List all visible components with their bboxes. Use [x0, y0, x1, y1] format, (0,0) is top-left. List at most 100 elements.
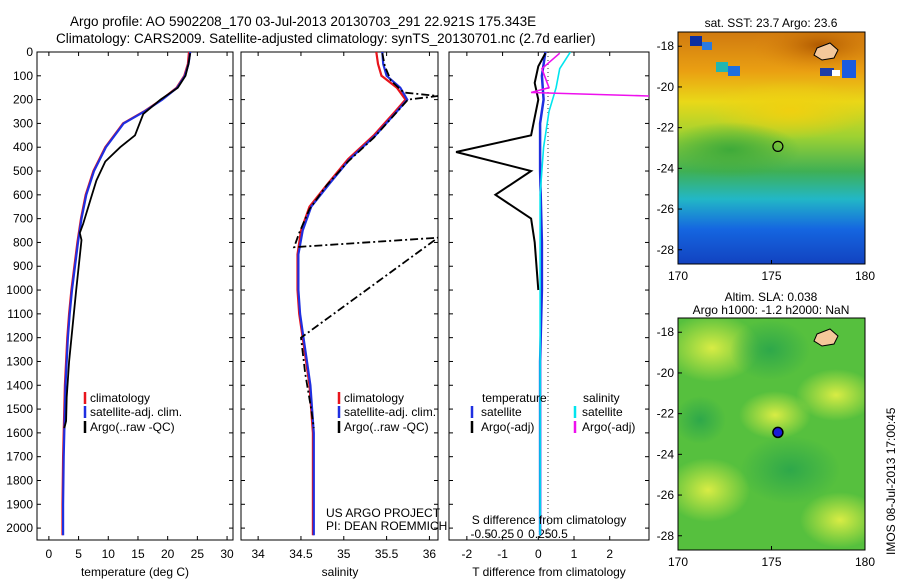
depth-tick-label: 900 — [13, 259, 33, 273]
land-white-patch — [832, 70, 840, 76]
sla-low-patch — [730, 320, 810, 380]
temperature-legend: climatology satellite-adj. clim. Argo(..… — [83, 391, 182, 434]
temperature-x-ticks: 0 5 10 15 20 25 30 — [46, 52, 234, 561]
sst-blue-patch — [820, 68, 834, 76]
sla-map-ticks: 170 175 180 -18 -20 -22 -24 -26 -28 — [657, 325, 876, 569]
legend-satellite-adj: satellite-adj. clim. — [90, 405, 182, 419]
salinity-x-ticks: 34 34.5 35 35.5 36 — [251, 52, 436, 561]
legend-satellite-adj: satellite-adj. clim. — [344, 405, 436, 419]
temperature-plot — [61, 52, 192, 536]
legend-title-temperature: temperature — [482, 391, 547, 405]
legend-climatology: climatology — [90, 391, 150, 405]
map-y-tick-label: -26 — [657, 202, 675, 216]
depth-tick-label: 500 — [13, 164, 33, 178]
sst-warm-patch — [750, 32, 865, 73]
depth-tick-label: 1300 — [6, 354, 33, 368]
depth-tick-label: 1100 — [7, 307, 33, 321]
map-y-tick-label: -24 — [657, 161, 675, 175]
x-tick-label: 34.5 — [289, 547, 313, 561]
x-tick-label: 20 — [161, 547, 175, 561]
depth-tick-label: 1900 — [6, 497, 33, 511]
salinity-satellite-line — [297, 52, 409, 536]
temperature-xlabel: temperature (deg C) — [81, 565, 189, 579]
s-diff-tick-label: -0.5 — [471, 527, 492, 541]
temperature-argo-line — [63, 53, 192, 429]
depth-tick-label: 100 — [13, 69, 33, 83]
depth-tick-label: 1700 — [6, 450, 33, 464]
title-line-1: Argo profile: AO 5902208_170 03-Jul-2013… — [70, 14, 536, 29]
x-tick-label: 35.5 — [375, 547, 399, 561]
sla-high-patch — [796, 369, 865, 421]
x-tick-label: 0 — [535, 547, 542, 561]
difference-panel-frame — [448, 51, 650, 541]
depth-tick-label: 300 — [13, 116, 33, 130]
depth-tick-label: 0 — [26, 45, 33, 59]
x-tick-label: 35 — [337, 547, 351, 561]
x-tick-label: 2 — [606, 547, 613, 561]
depth-tick-label: 1600 — [6, 426, 33, 440]
t-diff-xlabel: T difference from climatology — [472, 565, 626, 579]
sla-high-patch — [800, 492, 865, 548]
map-y-tick-label: -28 — [657, 243, 675, 257]
sla-low-patch — [740, 436, 840, 504]
sst-map-ticks: 170 175 180 -18 -20 -22 -24 -26 -28 — [657, 39, 876, 283]
x-tick-label: 25 — [191, 547, 205, 561]
sst-blue-patch — [842, 60, 856, 78]
map-x-tick-label: 180 — [855, 555, 875, 569]
x-tick-label: 15 — [131, 547, 145, 561]
temperature-climatology-line — [61, 52, 191, 536]
s-diff-xlabel: S difference from climatology — [472, 513, 627, 527]
legend-salinity-satellite: satellite — [582, 405, 623, 419]
sla-high-patch — [739, 391, 811, 439]
sst-map-title: sat. SST: 23.7 Argo: 23.6 — [705, 16, 838, 30]
sla-map — [678, 318, 865, 550]
depth-tick-label: 1500 — [6, 402, 33, 416]
depth-tick-label: 1400 — [6, 378, 33, 392]
map-x-tick-label: 170 — [668, 269, 688, 283]
s-diff-tick-label: -0.25 — [487, 527, 515, 541]
salinity-panel-frame — [240, 51, 439, 541]
map-x-tick-label: 175 — [761, 269, 781, 283]
timestamp: IMOS 08-Jul-2013 17:00:45 — [884, 407, 898, 555]
title-line-2: Climatology: CARS2009. Satellite-adjuste… — [56, 31, 596, 46]
x-tick-label: 1 — [571, 547, 578, 561]
x-tick-label: 5 — [75, 547, 82, 561]
x-tick-label: 0 — [46, 547, 53, 561]
fiji-island — [813, 328, 839, 347]
legend-salinity-argo: Argo(-adj) — [582, 420, 635, 434]
depth-tick-label: 1800 — [6, 473, 33, 487]
x-tick-label: 10 — [102, 547, 116, 561]
difference-x-ticks: -2 -1 0 1 2-0.5-0.25 0 0.25 0.5 — [462, 52, 613, 561]
project-name: US ARGO PROJECT — [326, 506, 441, 520]
depth-axis: 0 100 200 300 400 500 600 700 800 900 1000 1100 1200… — [6, 45, 649, 535]
salinity-argo-diff-line — [530, 52, 649, 97]
depth-tick-label: 200 — [13, 93, 33, 107]
depth-tick-label: 1000 — [6, 283, 33, 297]
x-tick-label: -1 — [497, 547, 508, 561]
map-y-tick-label: -20 — [657, 366, 675, 380]
s-diff-tick-label: 0.5 — [551, 527, 568, 541]
depth-tick-label: 1200 — [6, 331, 33, 345]
map-x-tick-label: 180 — [855, 269, 875, 283]
temperature-satellite-line — [61, 52, 192, 536]
sst-map — [678, 32, 865, 264]
depth-tick-label: 600 — [13, 188, 33, 202]
map-y-tick-label: -18 — [657, 325, 675, 339]
sst-blue-patch — [702, 42, 712, 50]
map-y-tick-label: -26 — [657, 488, 675, 502]
map-x-tick-label: 175 — [761, 555, 781, 569]
map-y-tick-label: -24 — [657, 447, 675, 461]
legend-climatology: climatology — [344, 391, 404, 405]
s-diff-tick-label: 0 — [517, 527, 524, 541]
temperature-panel-frame — [36, 51, 234, 541]
difference-legend: temperature salinity satellite Argo(-adj… — [470, 391, 635, 434]
sst-blue-patch — [728, 66, 740, 76]
map-x-tick-label: 170 — [668, 555, 688, 569]
legend-argo: Argo(..raw -QC) — [344, 420, 429, 434]
sla-map-title-1: Altim. SLA: 0.038 — [725, 290, 818, 304]
map-y-tick-label: -20 — [657, 80, 675, 94]
x-tick-label: -2 — [462, 547, 473, 561]
argo-float-marker — [772, 426, 784, 439]
salinity-plot — [292, 52, 438, 536]
